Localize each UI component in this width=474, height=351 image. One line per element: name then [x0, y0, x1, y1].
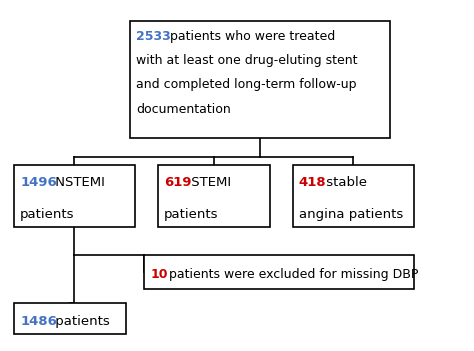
Text: STEMI: STEMI — [187, 176, 231, 188]
FancyBboxPatch shape — [130, 21, 390, 138]
Text: with at least one drug-eluting stent: with at least one drug-eluting stent — [136, 54, 358, 67]
Text: 10: 10 — [150, 268, 168, 281]
Text: angina patients: angina patients — [299, 208, 403, 221]
FancyBboxPatch shape — [14, 165, 135, 227]
Text: 418: 418 — [299, 176, 327, 188]
FancyBboxPatch shape — [14, 303, 126, 334]
FancyBboxPatch shape — [158, 165, 270, 227]
Text: documentation: documentation — [136, 102, 231, 115]
Text: 2533: 2533 — [136, 30, 171, 43]
Text: 619: 619 — [164, 176, 191, 188]
Text: patients: patients — [51, 315, 110, 328]
Text: patients were excluded for missing DBP: patients were excluded for missing DBP — [165, 268, 418, 281]
Text: and completed long-term follow-up: and completed long-term follow-up — [136, 79, 357, 92]
FancyBboxPatch shape — [144, 254, 413, 289]
Text: NSTEMI: NSTEMI — [51, 176, 105, 188]
Text: patients who were treated: patients who were treated — [165, 30, 335, 43]
Text: patients: patients — [164, 208, 219, 221]
Text: 1486: 1486 — [20, 315, 57, 328]
Text: patients: patients — [20, 208, 74, 221]
FancyBboxPatch shape — [293, 165, 413, 227]
Text: stable: stable — [322, 176, 367, 188]
Text: 1496: 1496 — [20, 176, 57, 188]
